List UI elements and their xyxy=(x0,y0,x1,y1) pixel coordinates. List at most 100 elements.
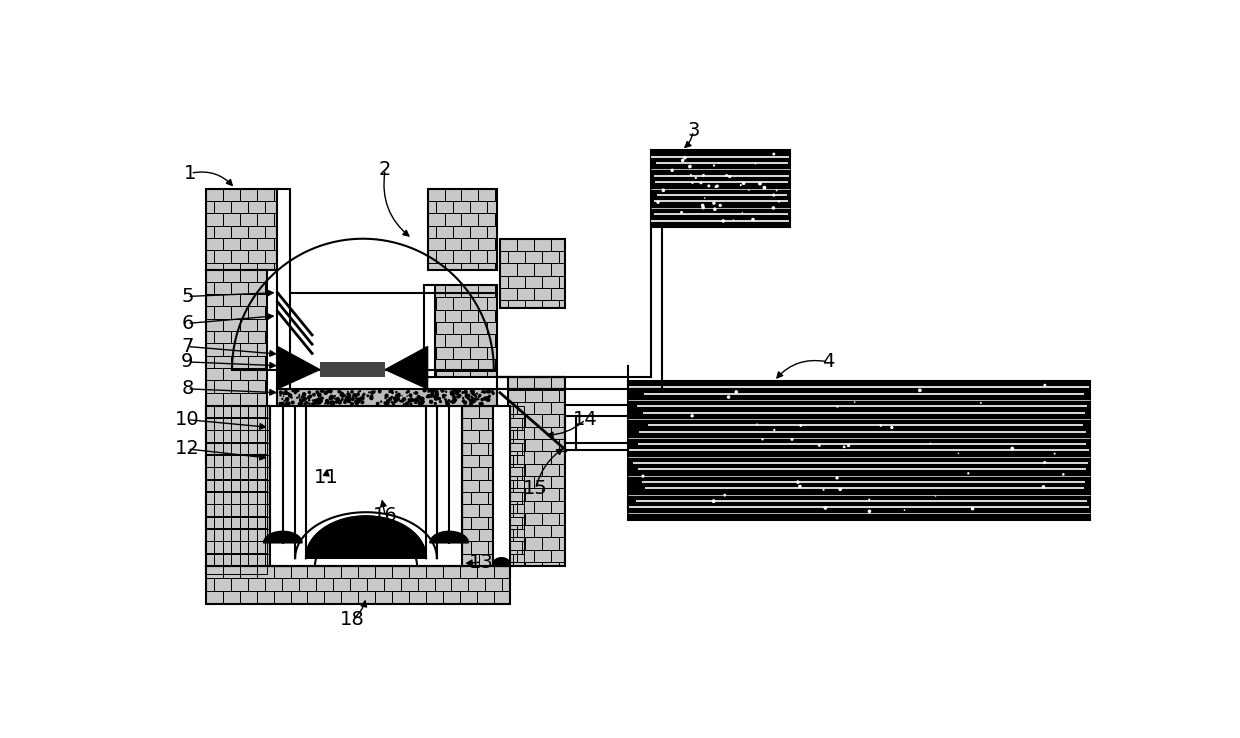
Point xyxy=(389,390,409,402)
Bar xyxy=(239,529,257,541)
Bar xyxy=(453,226,470,238)
Bar xyxy=(428,226,436,238)
Point xyxy=(355,388,374,400)
Bar xyxy=(231,528,248,540)
Bar xyxy=(479,263,495,269)
Point xyxy=(423,388,443,400)
Bar xyxy=(215,517,231,529)
Bar xyxy=(500,550,517,562)
Bar xyxy=(461,309,479,322)
Bar xyxy=(231,356,248,368)
Bar xyxy=(453,347,470,359)
Bar xyxy=(428,359,444,371)
Polygon shape xyxy=(430,531,469,543)
Point xyxy=(384,393,404,404)
Bar xyxy=(463,455,479,467)
Bar xyxy=(257,269,268,282)
Bar xyxy=(428,285,497,377)
Point xyxy=(422,390,441,402)
Bar xyxy=(215,541,231,554)
Point xyxy=(407,397,427,409)
Bar xyxy=(453,297,470,309)
Point xyxy=(273,393,293,405)
Point xyxy=(342,386,362,398)
Bar xyxy=(559,562,565,566)
Bar xyxy=(461,263,479,269)
Bar xyxy=(508,513,526,525)
Bar xyxy=(428,297,436,309)
Bar xyxy=(534,288,551,300)
Point xyxy=(446,385,466,397)
Point xyxy=(398,393,418,405)
Bar xyxy=(239,213,257,226)
Bar xyxy=(627,381,1090,520)
Bar xyxy=(231,226,248,238)
Bar xyxy=(248,282,265,294)
Bar xyxy=(513,430,523,443)
Bar xyxy=(500,402,517,414)
Bar xyxy=(526,439,542,451)
Point xyxy=(294,394,314,406)
Bar xyxy=(471,443,487,455)
Text: 13: 13 xyxy=(469,553,494,572)
Bar xyxy=(239,418,257,430)
Point xyxy=(439,395,459,407)
Point xyxy=(436,389,456,401)
Bar xyxy=(239,554,257,566)
Point xyxy=(322,397,342,409)
Point xyxy=(459,393,479,405)
Point xyxy=(449,391,469,403)
Bar xyxy=(500,513,508,525)
Bar xyxy=(239,466,257,479)
Bar xyxy=(265,380,268,393)
Bar xyxy=(215,455,231,466)
Bar xyxy=(206,590,223,603)
Bar xyxy=(265,306,268,319)
Bar xyxy=(231,579,248,590)
Point xyxy=(383,387,403,399)
Point xyxy=(436,386,456,398)
Bar xyxy=(248,467,265,480)
Bar xyxy=(215,579,231,590)
Bar xyxy=(206,455,223,467)
Bar xyxy=(223,418,239,430)
Point xyxy=(295,399,315,410)
Bar xyxy=(526,537,542,550)
Bar xyxy=(206,269,268,573)
Point xyxy=(477,385,497,397)
Point xyxy=(453,387,472,399)
Point xyxy=(466,390,486,402)
Point xyxy=(733,207,753,218)
Text: 4: 4 xyxy=(822,353,835,371)
Bar xyxy=(542,251,559,263)
Bar xyxy=(451,603,469,604)
Bar xyxy=(239,504,257,517)
Bar xyxy=(206,238,223,250)
Bar xyxy=(436,250,453,263)
Bar xyxy=(239,343,257,356)
Bar xyxy=(248,250,265,263)
Bar xyxy=(206,467,215,480)
Point xyxy=(764,424,784,436)
Bar xyxy=(239,430,257,443)
Point xyxy=(428,392,448,404)
Polygon shape xyxy=(494,558,510,564)
Point xyxy=(1034,457,1054,469)
Bar xyxy=(257,504,270,517)
Point xyxy=(479,394,498,406)
Point xyxy=(420,391,440,403)
Bar xyxy=(479,554,496,566)
Bar xyxy=(508,276,526,288)
Point xyxy=(446,390,466,402)
Point xyxy=(345,390,365,401)
Bar xyxy=(325,590,341,603)
Bar xyxy=(500,489,508,500)
Point xyxy=(1033,481,1053,493)
Point xyxy=(382,396,402,408)
Bar xyxy=(206,528,215,540)
Bar xyxy=(215,430,231,442)
Point xyxy=(358,390,378,401)
Point xyxy=(694,192,714,204)
Bar xyxy=(495,285,497,297)
Bar xyxy=(248,331,265,343)
